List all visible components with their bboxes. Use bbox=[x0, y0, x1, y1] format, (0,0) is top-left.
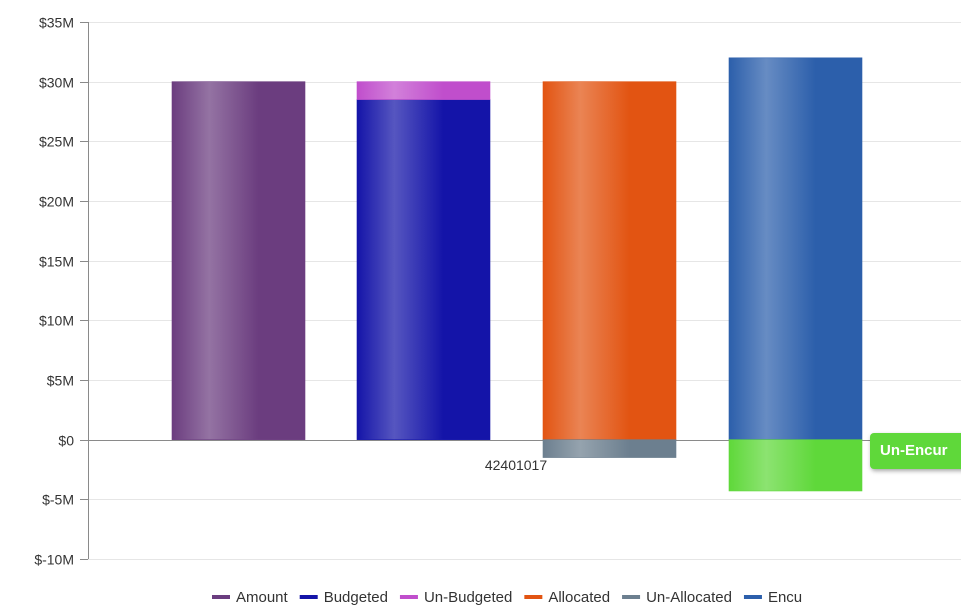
legend-label: Budgeted bbox=[324, 589, 388, 606]
bar-un-encumbered[interactable] bbox=[728, 439, 863, 492]
legend-swatch bbox=[622, 595, 641, 599]
legend-item-encu[interactable]: Encu bbox=[743, 589, 802, 606]
legend-label: Un-Allocated bbox=[646, 589, 732, 606]
y-axis: $35M $30M $25M $20M $15M $10M $5M $0 $-5M $-10M bbox=[34, 15, 89, 568]
legend-item-amount[interactable]: Amount bbox=[212, 589, 289, 606]
bar-encu[interactable] bbox=[728, 57, 863, 440]
bar-allocated[interactable] bbox=[542, 81, 677, 440]
y-tick-label: $0 bbox=[58, 433, 74, 449]
y-tick-label: $-5M bbox=[42, 492, 74, 508]
y-tick-label: $30M bbox=[39, 75, 74, 91]
legend-item-un-budgeted[interactable]: Un-Budgeted bbox=[399, 589, 512, 606]
y-tick-label: $10M bbox=[39, 313, 74, 329]
legend-label: Un-Budgeted bbox=[424, 589, 512, 606]
bar-un-allocated[interactable] bbox=[542, 439, 677, 458]
legend-swatch bbox=[524, 595, 543, 599]
legend-item-allocated[interactable]: Allocated bbox=[524, 589, 610, 606]
tooltip-un-encumbered: Un-Encur bbox=[870, 433, 961, 469]
bar-un-budgeted[interactable] bbox=[356, 81, 491, 100]
y-tick-label: $-10M bbox=[34, 552, 74, 568]
bar-budgeted[interactable] bbox=[356, 99, 491, 440]
y-tick-label: $15M bbox=[39, 254, 74, 270]
legend: Amount Budgeted Un-Budgeted Allocated Un-All… bbox=[212, 589, 802, 606]
legend-label: Encu bbox=[768, 589, 802, 606]
legend-label: Amount bbox=[236, 589, 289, 606]
y-tick-label: $5M bbox=[47, 373, 74, 389]
legend-swatch bbox=[743, 595, 762, 599]
legend-swatch bbox=[399, 595, 418, 599]
y-tick-label: $35M bbox=[39, 15, 74, 31]
bars: 42401017 bbox=[171, 57, 863, 492]
legend-item-budgeted[interactable]: Budgeted bbox=[299, 589, 388, 606]
category-label: 42401017 bbox=[485, 457, 548, 473]
bar-amount[interactable] bbox=[171, 81, 306, 440]
legend-label: Allocated bbox=[548, 589, 610, 606]
y-tick-label: $20M bbox=[39, 194, 74, 210]
legend-swatch bbox=[212, 595, 230, 599]
legend-swatch bbox=[299, 595, 318, 599]
y-tick-label: $25M bbox=[39, 134, 74, 150]
legend-item-un-allocated[interactable]: Un-Allocated bbox=[622, 589, 732, 606]
